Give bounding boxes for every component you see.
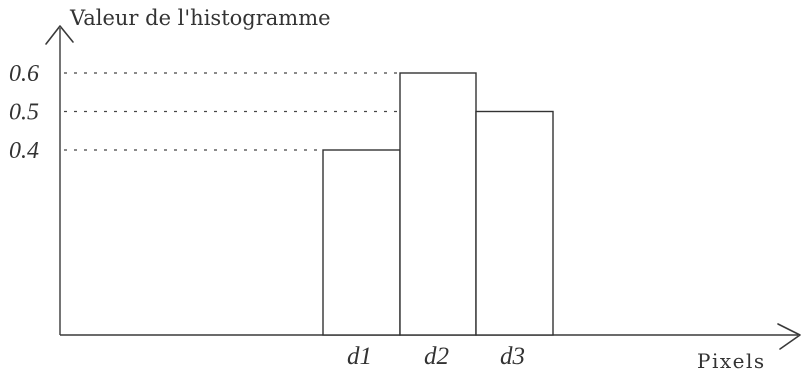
- x-axis-label: Pixels: [697, 349, 766, 373]
- y-tick-label: 0.4: [9, 138, 39, 164]
- x-axis-arrow-icon: [777, 323, 801, 350]
- y-axis-arrow-icon: [45, 25, 74, 45]
- y-axis-label: Valeur de l'histogramme: [69, 6, 331, 30]
- bars: [322, 72, 554, 336]
- bar-d1: [322, 149, 401, 336]
- bar-d3: [475, 110, 554, 336]
- y-tick-label: 0.5: [9, 100, 39, 126]
- bar-d2: [399, 72, 477, 336]
- x-tick-labels: d1 d2 d3: [347, 343, 525, 370]
- x-tick-label: d1: [347, 343, 372, 370]
- x-tick-label: d2: [424, 343, 449, 370]
- guide-lines: [64, 72, 476, 151]
- y-tick-labels: 0.6 0.5 0.4: [9, 61, 39, 164]
- y-tick-label: 0.6: [9, 61, 39, 87]
- x-tick-label: d3: [500, 343, 525, 370]
